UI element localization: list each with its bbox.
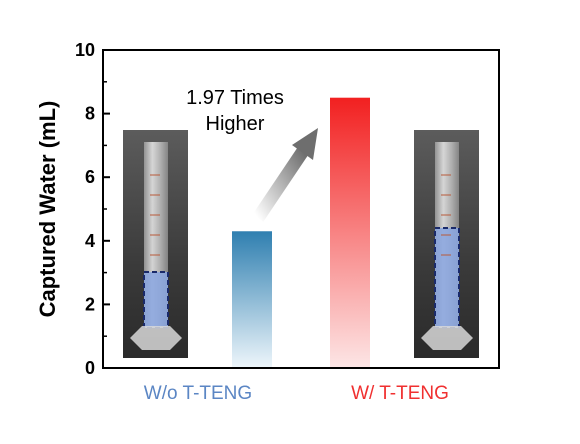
annotation-line-1: 1.97 Times bbox=[186, 87, 284, 109]
cylinder-photo-without bbox=[123, 130, 188, 358]
category-label-with-t-teng: W/ T-TENG bbox=[351, 383, 449, 404]
y-tick-label: 0 bbox=[85, 358, 95, 378]
y-tick-label: 8 bbox=[85, 104, 95, 124]
y-tick-label: 2 bbox=[85, 294, 95, 314]
y-axis-label: Captured Water (mL) bbox=[35, 101, 60, 318]
cylinder-photo-with bbox=[414, 130, 479, 358]
increase-arrow bbox=[252, 128, 318, 222]
bar-with-t-teng bbox=[330, 97, 370, 368]
bar-without-t-teng bbox=[232, 231, 272, 368]
category-label-without-t-teng: W/o T-TENG bbox=[144, 383, 252, 404]
y-tick-label: 4 bbox=[85, 231, 95, 251]
y-tick-label: 10 bbox=[75, 40, 95, 60]
annotation-line-2: Higher bbox=[206, 113, 265, 135]
y-axis: 0 2 4 6 8 10 bbox=[75, 40, 110, 378]
y-tick-label: 6 bbox=[85, 167, 95, 187]
